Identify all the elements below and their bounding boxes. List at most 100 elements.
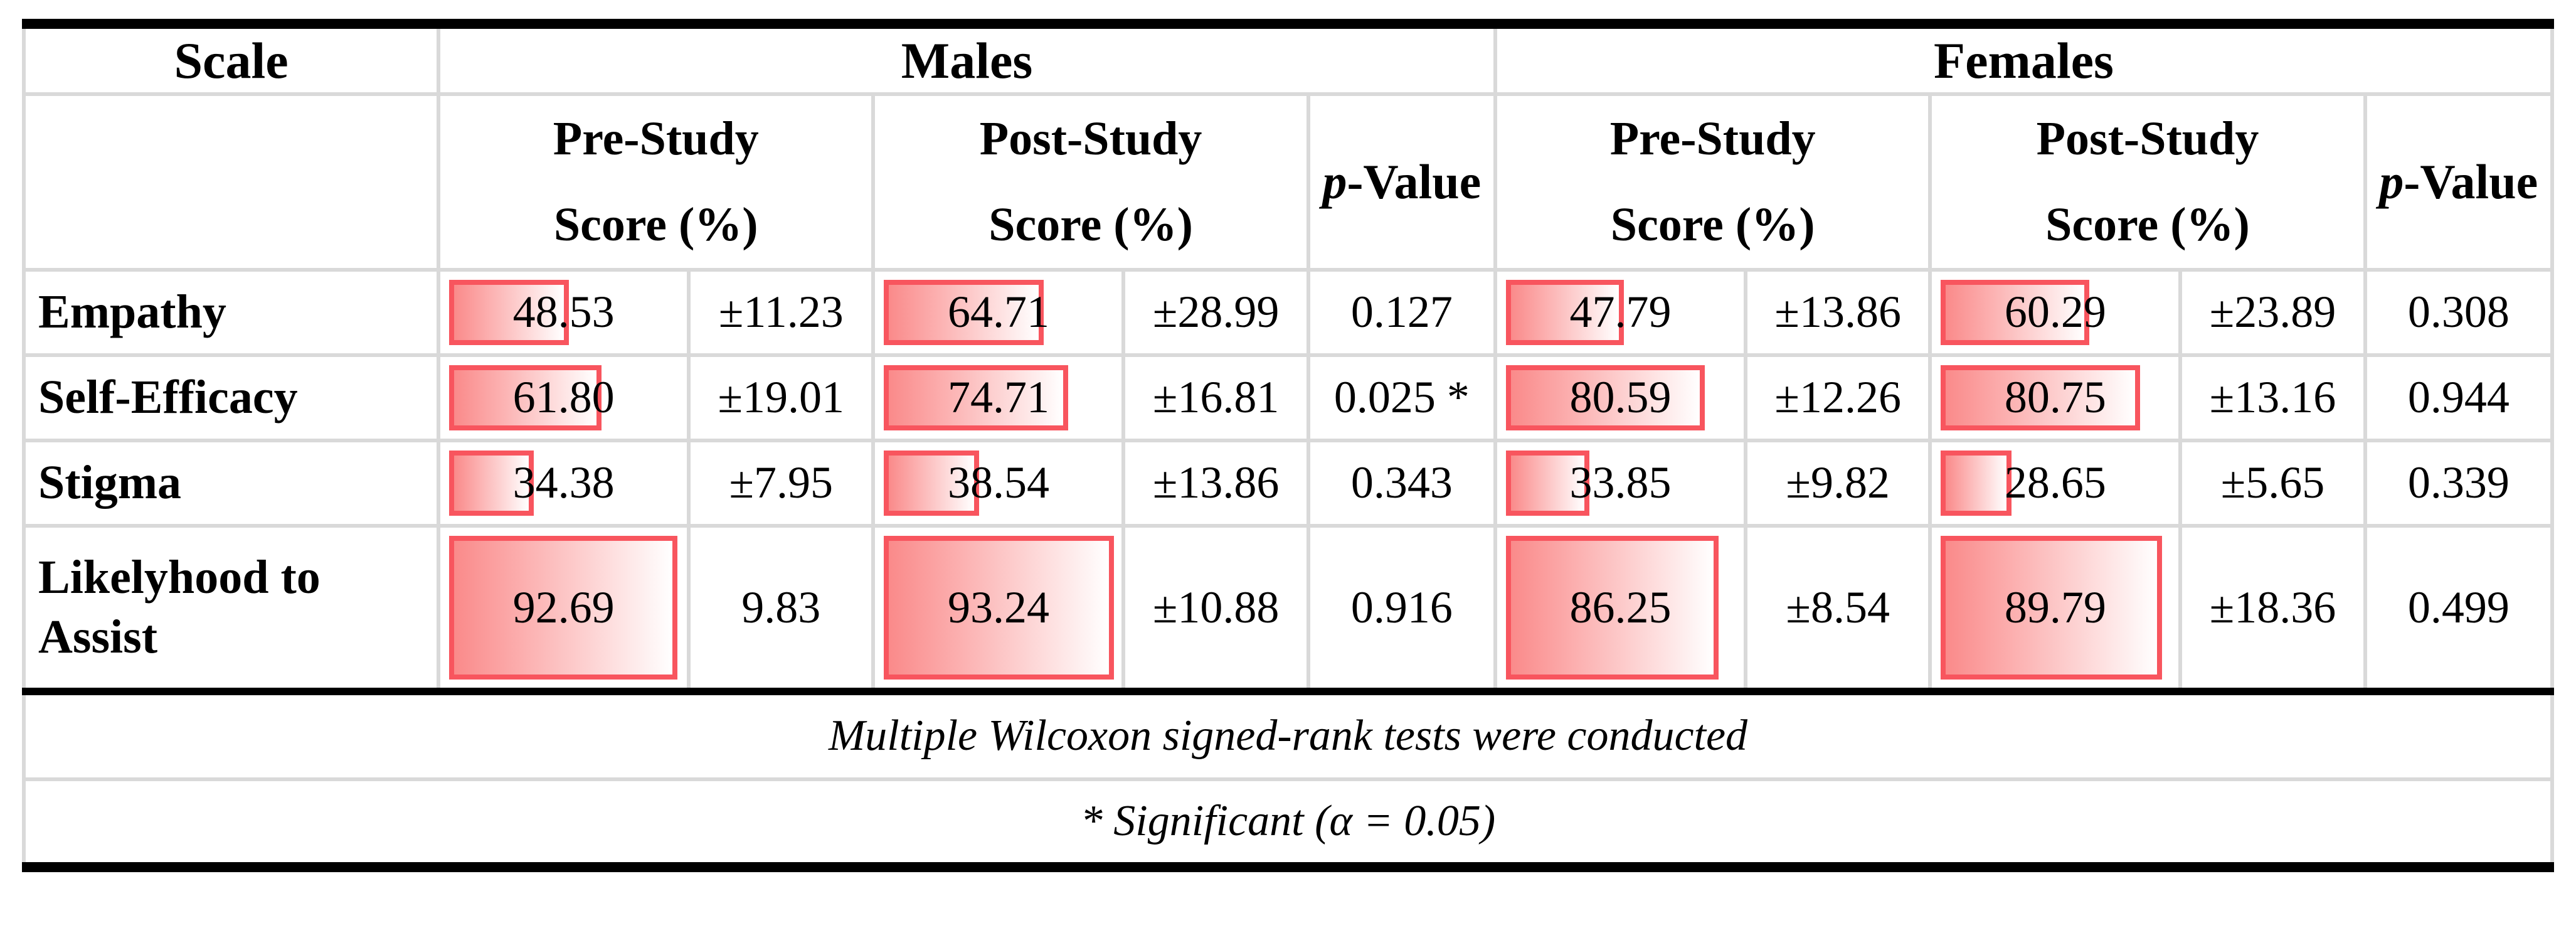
p-value-cell: 0.339 bbox=[2363, 438, 2555, 528]
footnote-row: Multiple Wilcoxon signed-rank tests were… bbox=[22, 687, 2554, 781]
footnote-wilcoxon: Multiple Wilcoxon signed-rank tests were… bbox=[22, 687, 2554, 781]
sd-cell: ±13.16 bbox=[2178, 353, 2367, 442]
score-cell: 89.79 bbox=[1928, 523, 2183, 693]
score-value: 34.38 bbox=[512, 457, 615, 508]
p-value-cell: 0.343 bbox=[1306, 438, 1498, 528]
row-label: Likelyhood to Assist bbox=[21, 523, 441, 693]
score-value: 38.54 bbox=[947, 457, 1049, 508]
post-study-label-line1: Post-Study bbox=[2036, 112, 2259, 165]
score-cell: 93.24 bbox=[871, 523, 1126, 693]
row-label: Stigma bbox=[21, 438, 441, 528]
data-bar bbox=[884, 365, 1069, 430]
footnote-significance: * Significant (α = 0.05) bbox=[22, 777, 2554, 872]
data-bar bbox=[1941, 450, 2012, 516]
score-cell: 47.79 bbox=[1493, 267, 1748, 357]
sd-cell: 9.83 bbox=[687, 523, 876, 693]
score-value: 86.25 bbox=[1569, 582, 1672, 632]
sd-cell: ±19.01 bbox=[687, 353, 876, 442]
table-body: Empathy 48.53 ±11.23 64.71 ±28.99 0.127 47.79 ±… bbox=[21, 267, 2555, 693]
sd-cell: ±10.88 bbox=[1121, 523, 1310, 693]
row-label: Self-Efficacy bbox=[21, 353, 441, 442]
data-bar bbox=[449, 365, 602, 430]
p-value-cell: 0.499 bbox=[2363, 523, 2555, 693]
data-bar bbox=[1941, 279, 2090, 345]
data-bar bbox=[1941, 535, 2163, 680]
females-pre-study-header: Pre-Study Score (%) bbox=[1493, 92, 1932, 272]
scale-header: Scale bbox=[21, 19, 441, 96]
header-row-measures: Pre-Study Score (%) Post-Study Score (%)… bbox=[21, 92, 2555, 272]
score-cell: 33.85 bbox=[1493, 438, 1748, 528]
score-cell: 38.54 bbox=[871, 438, 1126, 528]
pre-study-label-line1: Pre-Study bbox=[1609, 112, 1816, 165]
data-bar bbox=[1506, 365, 1705, 430]
score-value: 64.71 bbox=[947, 287, 1049, 338]
data-bar bbox=[1506, 535, 1719, 680]
score-cell: 80.75 bbox=[1928, 353, 2183, 442]
score-value: 48.53 bbox=[512, 287, 615, 338]
score-value: 93.24 bbox=[947, 582, 1049, 632]
post-study-label-line2: Score (%) bbox=[989, 198, 1193, 251]
score-cell: 34.38 bbox=[437, 438, 691, 528]
p-value-cell: 0.308 bbox=[2363, 267, 2555, 357]
header-row-groups: Scale Males Females bbox=[21, 19, 2554, 96]
score-value: 80.59 bbox=[1569, 372, 1672, 423]
score-cell: 74.71 bbox=[871, 353, 1126, 442]
score-value: 28.65 bbox=[2004, 457, 2106, 508]
score-value: 47.79 bbox=[1569, 287, 1672, 338]
score-cell: 61.80 bbox=[437, 353, 691, 442]
pre-study-label-line1: Pre-Study bbox=[553, 112, 759, 165]
sd-cell: ±9.82 bbox=[1744, 438, 1932, 528]
table-row: Self-Efficacy 61.80 ±19.01 74.71 ±16.81 0.025… bbox=[21, 353, 2555, 442]
p-value-cell: 0.127 bbox=[1306, 267, 1498, 357]
p-value-cell: 0.944 bbox=[2363, 353, 2555, 442]
sd-cell: ±5.65 bbox=[2178, 438, 2367, 528]
score-value: 61.80 bbox=[512, 372, 615, 423]
footnote-row: * Significant (α = 0.05) bbox=[22, 777, 2554, 872]
score-cell: 60.29 bbox=[1928, 267, 2183, 357]
sd-cell: ±28.99 bbox=[1121, 267, 1310, 357]
table-row: Empathy 48.53 ±11.23 64.71 ±28.99 0.127 47.79 ±… bbox=[21, 267, 2555, 357]
data-bar bbox=[1506, 450, 1590, 516]
pre-study-label-line2: Score (%) bbox=[553, 198, 758, 251]
males-post-study-header: Post-Study Score (%) bbox=[871, 92, 1310, 272]
post-study-label-line1: Post-Study bbox=[979, 112, 1202, 165]
score-value: 60.29 bbox=[2004, 287, 2106, 338]
p-value-label: -Value bbox=[1347, 154, 1481, 209]
p-value-cell: 0.916 bbox=[1306, 523, 1498, 693]
pre-study-label-line2: Score (%) bbox=[1610, 198, 1815, 251]
p-value-cell: 0.025 * bbox=[1306, 353, 1498, 442]
scale-header-empty bbox=[21, 92, 441, 272]
sd-cell: ±11.23 bbox=[687, 267, 876, 357]
score-value: 80.75 bbox=[2004, 372, 2106, 423]
row-label: Empathy bbox=[21, 267, 441, 357]
sd-cell: ±7.95 bbox=[687, 438, 876, 528]
data-bar bbox=[884, 279, 1044, 345]
p-symbol: p bbox=[1322, 154, 1347, 209]
data-bar bbox=[1941, 365, 2140, 430]
sd-cell: ±16.81 bbox=[1121, 353, 1310, 442]
page: Scale Males Females Pre-Study Score (%) … bbox=[21, 19, 2555, 872]
females-post-study-header: Post-Study Score (%) bbox=[1928, 92, 2367, 272]
table-row: Likelyhood to Assist 92.69 9.83 93.24 ±10.88… bbox=[21, 523, 2555, 693]
score-value: 74.71 bbox=[947, 372, 1049, 423]
score-cell: 92.69 bbox=[437, 523, 691, 693]
post-study-label-line2: Score (%) bbox=[2045, 198, 2250, 251]
score-cell: 48.53 bbox=[437, 267, 691, 357]
score-cell: 28.65 bbox=[1928, 438, 2183, 528]
data-bar bbox=[449, 535, 678, 680]
females-header: Females bbox=[1493, 19, 2554, 96]
data-bar bbox=[884, 535, 1114, 680]
score-value: 89.79 bbox=[2004, 582, 2106, 632]
data-bar bbox=[449, 450, 534, 516]
sd-cell: ±13.86 bbox=[1121, 438, 1310, 528]
table-row: Stigma 34.38 ±7.95 38.54 ±13.86 0.343 33.85 ±9.… bbox=[21, 438, 2555, 528]
data-bar bbox=[884, 450, 979, 516]
sd-cell: ±12.26 bbox=[1744, 353, 1932, 442]
data-bar bbox=[1506, 279, 1624, 345]
score-value: 92.69 bbox=[512, 582, 615, 632]
results-table: Scale Males Females Pre-Study Score (%) … bbox=[21, 19, 2555, 872]
score-value: 33.85 bbox=[1569, 457, 1672, 508]
sd-cell: ±13.86 bbox=[1744, 267, 1932, 357]
sd-cell: ±23.89 bbox=[2178, 267, 2367, 357]
males-p-value-header: p-Value bbox=[1306, 92, 1498, 272]
